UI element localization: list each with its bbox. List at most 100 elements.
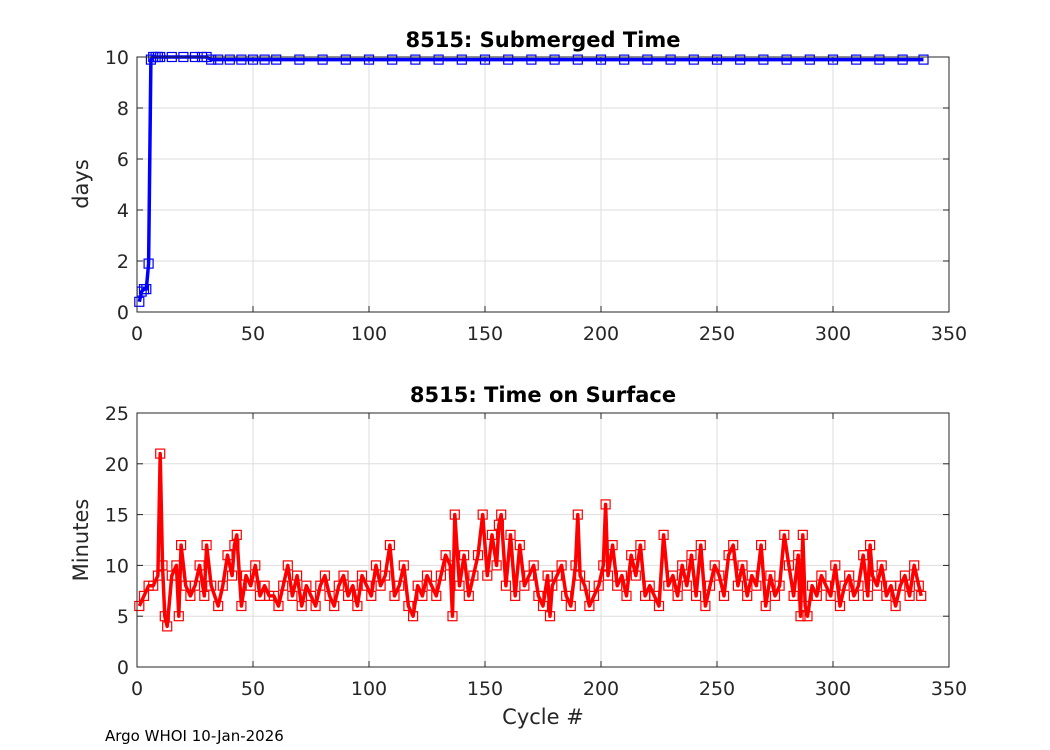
surface-data-point (816, 570, 827, 581)
surface-data-point (769, 590, 781, 602)
surface-data-point (259, 580, 270, 591)
submerged-data-point (363, 54, 375, 65)
surface-data-point (561, 590, 572, 602)
submerged-x-tick-label: 0 (131, 323, 143, 345)
surface-data-point (588, 590, 600, 602)
surface-data-point (746, 570, 757, 581)
surface-x-tick-label: 200 (583, 678, 619, 700)
surface-data-point (607, 539, 618, 551)
surface-data-point (909, 560, 920, 571)
submerged-data-point (781, 54, 792, 65)
surface-data-point (389, 590, 400, 602)
surface-series (134, 448, 927, 632)
submerged-y-tick-label: 4 (117, 200, 129, 222)
surface-data-point (152, 570, 163, 581)
surface-data-point (431, 590, 442, 602)
submerged-data-point (387, 54, 398, 65)
surface-data-point (296, 600, 307, 612)
surface-data-point (853, 580, 864, 591)
surface-data-point (356, 570, 368, 581)
surface-y-tick-label: 5 (117, 606, 129, 628)
submerged-data-point (827, 54, 839, 65)
surface-data-point (876, 560, 887, 571)
surface-data-point (292, 570, 303, 581)
surface-data-point (723, 550, 734, 561)
surface-data-point (278, 580, 289, 591)
surface-data-point (496, 509, 507, 520)
surface-data-point (839, 580, 850, 591)
surface-data-point (593, 580, 604, 591)
surface-data-point (709, 560, 720, 571)
surface-data-point (765, 570, 776, 581)
surface-data-point (579, 580, 590, 591)
surface-data-point (185, 590, 196, 602)
surface-data-point (867, 570, 878, 581)
surface-data-point (572, 509, 583, 520)
surface-data-point (380, 570, 391, 581)
surface-data-point (690, 590, 702, 602)
surface-time-chart: 0 50 100 150 200 250 300 350 0 5 10 15 20 25 8515: Ti… (69, 383, 967, 729)
surface-x-axis-label: Cycle # (502, 705, 584, 729)
surface-data-point (245, 580, 256, 591)
surface-x-tick-label: 0 (131, 678, 143, 700)
surface-data-point (305, 590, 317, 602)
submerged-axes-frame (136, 56, 950, 313)
surface-x-tick-label: 300 (815, 678, 851, 700)
submerged-data-point (236, 54, 247, 65)
submerged-data-point (874, 54, 885, 65)
surface-data-point (505, 529, 516, 541)
surface-data-point (547, 580, 558, 591)
surface-data-point (864, 539, 876, 551)
submerged-x-tick-label: 350 (931, 323, 967, 345)
submerged-data-point (758, 54, 769, 65)
submerged-y-tick-label: 10 (105, 47, 129, 69)
surface-data-point (493, 519, 504, 530)
surface-data-point (612, 580, 623, 591)
surface-data-point (916, 590, 927, 602)
surface-data-point (227, 570, 238, 581)
surface-data-point (206, 580, 217, 591)
surface-data-point (217, 580, 228, 591)
surface-data-point (486, 529, 498, 541)
surface-data-point (398, 560, 409, 571)
surface-data-point (820, 580, 832, 591)
submerged-data-point (340, 54, 351, 65)
surface-data-point (677, 560, 688, 571)
submerged-data-point (595, 54, 607, 65)
surface-y-tick-label: 20 (105, 454, 129, 476)
surface-data-point (134, 600, 145, 612)
surface-data-point (366, 590, 377, 602)
surface-data-point (347, 580, 358, 591)
surface-data-point (871, 580, 883, 591)
surface-data-point (417, 590, 428, 602)
surface-data-point (287, 590, 298, 602)
submerged-data-point (143, 258, 154, 269)
surface-data-point (751, 580, 762, 591)
submerged-data-point (433, 54, 444, 65)
surface-chart-title: 8515: Time on Surface (410, 383, 676, 407)
surface-x-tick-label: 100 (351, 678, 387, 700)
surface-data-point (176, 539, 187, 551)
surface-data-point (686, 550, 697, 561)
submerged-tick-labels: 0 50 100 150 200 250 300 350 0 2 4 6 8 10 (105, 47, 967, 345)
surface-data-point (616, 570, 628, 581)
surface-data-point (236, 600, 247, 612)
submerged-data-point (688, 54, 699, 65)
surface-data-point (904, 590, 915, 602)
surface-data-point (449, 509, 460, 520)
surface-data-point (403, 600, 414, 612)
surface-data-point (783, 560, 795, 571)
surface-data-point (528, 560, 539, 571)
surface-data-point (231, 529, 242, 541)
submerged-data-point (479, 54, 491, 65)
submerged-data-point (317, 54, 328, 65)
surface-data-point (774, 580, 785, 591)
surface-data-point (695, 539, 706, 551)
surface-x-tick-label: 250 (699, 678, 735, 700)
submerged-x-tick-label: 50 (241, 323, 265, 345)
surface-data-point (788, 590, 799, 602)
surface-tick-labels: 0 50 100 150 200 250 300 350 0 5 10 15 20 25 (105, 403, 967, 700)
submerged-data-point (804, 54, 815, 65)
surface-data-point (653, 600, 665, 612)
submerged-data-point (503, 54, 514, 65)
